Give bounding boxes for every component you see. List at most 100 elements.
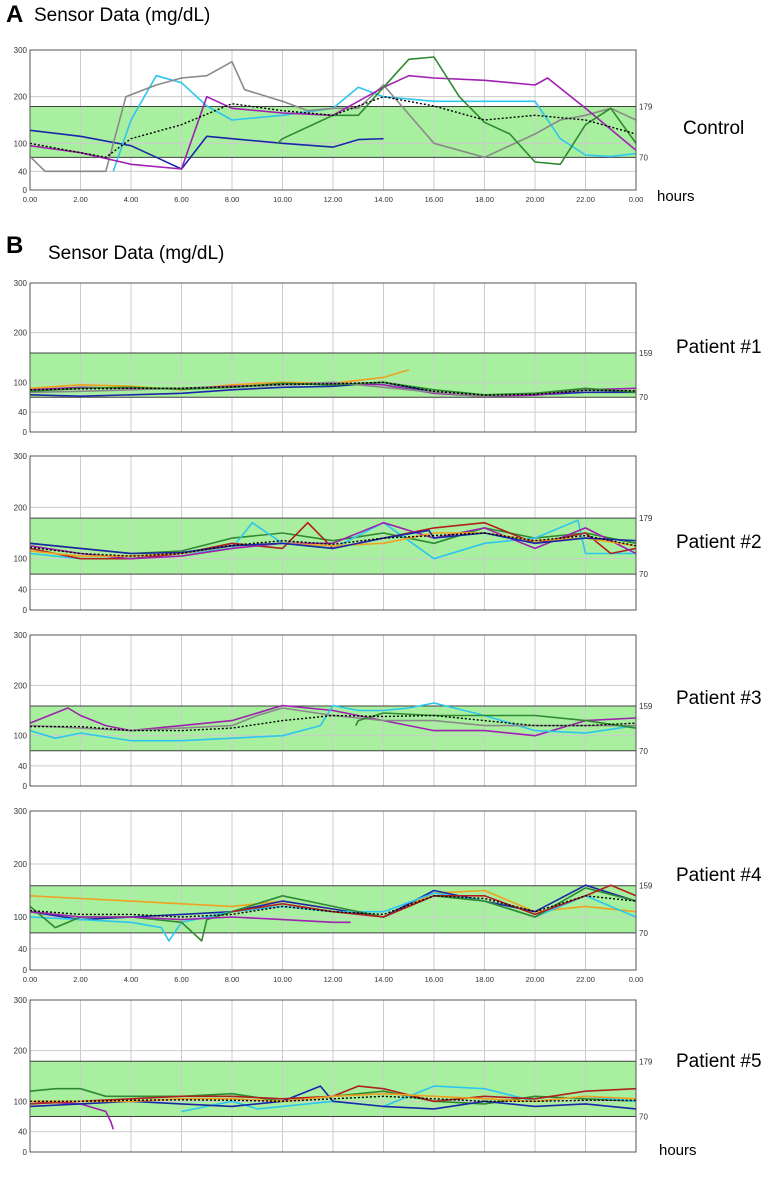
- y-tick-label: 200: [14, 93, 28, 102]
- y-tick-label: 200: [14, 329, 28, 338]
- y-tick-label: 0: [23, 782, 28, 791]
- series-line-red: [231, 884, 637, 918]
- x-tick-label: 0.00: [23, 195, 38, 204]
- x-tick-label: 0.00: [23, 975, 38, 984]
- y-tick-label: 100: [14, 139, 28, 148]
- chart-3: 0 40 100 200 300 159 70: [14, 631, 653, 791]
- x-tick-label: 6.00: [174, 195, 189, 204]
- target-range-label: 159: [639, 882, 653, 891]
- x-tick-label: 4.00: [124, 195, 139, 204]
- y-tick-label: 200: [14, 1047, 28, 1056]
- y-tick-label: 300: [14, 631, 28, 640]
- y-tick-label: 40: [18, 585, 27, 594]
- target-range-label: 179: [639, 102, 653, 111]
- target-range-label: 70: [639, 929, 648, 938]
- x-tick-label: 8.00: [225, 975, 240, 984]
- target-range-label: 70: [639, 570, 648, 579]
- y-tick-label: 200: [14, 681, 28, 690]
- x-tick-label: 14.00: [374, 975, 393, 984]
- series-line-dark_blue: [29, 529, 637, 555]
- chart-label-patient-1: Patient #1: [676, 337, 762, 358]
- plot-frame: [29, 455, 637, 611]
- plot-frame: [29, 634, 637, 787]
- mean-series-line: [29, 381, 637, 396]
- series-line-purple: [29, 704, 637, 737]
- series-line-purple: [29, 1100, 115, 1130]
- target-range-label: 179: [639, 514, 653, 523]
- x-tick-label: 20.00: [526, 975, 545, 984]
- y-tick-label: 300: [14, 996, 28, 1005]
- x-tick-label: 2.00: [73, 975, 88, 984]
- y-tick-label: 200: [14, 503, 28, 512]
- y-tick-label: 0: [23, 428, 28, 437]
- mean-series-line: [30, 1095, 636, 1103]
- target-range-label: 70: [639, 153, 648, 162]
- x-tick-label: 12.00: [324, 195, 343, 204]
- y-tick-label: 100: [14, 913, 28, 922]
- target-range-label: 70: [639, 747, 648, 756]
- x-tick-label: 10.00: [273, 975, 292, 984]
- target-range-label: 179: [639, 1057, 653, 1066]
- y-tick-label: 200: [14, 860, 28, 869]
- target-range-label: 70: [639, 1113, 648, 1122]
- series-line-purple: [29, 521, 637, 560]
- y-tick-label: 100: [14, 1097, 28, 1106]
- x-tick-label: 8.00: [225, 195, 240, 204]
- x-tick-label: 18.00: [475, 195, 494, 204]
- x-tick-label: 14.00: [374, 195, 393, 204]
- series-line-green: [29, 381, 637, 396]
- series-line-green: [354, 712, 637, 729]
- y-tick-label: 100: [14, 732, 28, 741]
- y-tick-label: 100: [14, 555, 28, 564]
- x-tick-label: 10.00: [273, 195, 292, 204]
- x-tick-label: 22.00: [576, 975, 595, 984]
- target-range-label: 159: [639, 349, 653, 358]
- x-tick-label: 18.00: [475, 975, 494, 984]
- chart-1: 0 40 100 200 300 159 70: [14, 279, 653, 437]
- mean-series-line: [29, 95, 637, 159]
- x-tick-label: 20.00: [526, 195, 545, 204]
- chart-label-patient-4: Patient #4: [676, 865, 762, 886]
- x-tick-label: 0.00: [629, 975, 644, 984]
- target-range-label: 70: [639, 393, 648, 402]
- x-tick-label: 12.00: [324, 975, 343, 984]
- x-tick-label: 2.00: [73, 195, 88, 204]
- y-tick-label: 0: [23, 606, 28, 615]
- y-tick-label: 0: [23, 966, 28, 975]
- y-tick-label: 300: [14, 46, 28, 55]
- series-line-dark_blue: [29, 1085, 637, 1110]
- y-tick-label: 40: [18, 167, 27, 176]
- y-tick-label: 300: [14, 279, 28, 288]
- series-line-red: [29, 1085, 637, 1105]
- mean-series-line: [29, 895, 637, 918]
- x-tick-label: 0.00: [629, 195, 644, 204]
- panel-a-title: Sensor Data (mg/dL): [34, 5, 211, 26]
- plot-frame: [29, 282, 637, 433]
- series-line-purple: [29, 74, 637, 170]
- y-tick-label: 300: [14, 807, 28, 816]
- mean-series-line: [30, 714, 637, 732]
- y-tick-label: 40: [18, 1128, 27, 1137]
- y-tick-label: 40: [18, 762, 27, 771]
- target-range-label: 159: [639, 702, 653, 711]
- panel-a-letter: A: [6, 1, 24, 28]
- chart-4: 0 40 100 200 300 159 70 0.00 2.00 4.00 6.00 8.00 10.…: [14, 807, 653, 984]
- y-tick-label: 100: [14, 378, 28, 387]
- x-tick-label: 16.00: [425, 195, 444, 204]
- y-tick-label: 40: [18, 945, 27, 954]
- plot-frame: [29, 999, 637, 1153]
- chart-5: 0 40 100 200 300 179 70: [14, 996, 653, 1157]
- y-tick-label: 40: [18, 408, 27, 417]
- chart-0: 0 40 100 200 300 179 70 0.00 2.00 4.00 6.00 8.00 10.…: [14, 46, 653, 204]
- series-line-purple: [29, 910, 351, 924]
- series-line-cyan: [29, 702, 637, 742]
- chart-label-patient-5: Patient #5: [676, 1051, 762, 1072]
- x-tick-label: 4.00: [124, 975, 139, 984]
- chart-label-control: Control: [683, 118, 745, 139]
- panel-b-letter: B: [6, 232, 24, 259]
- x-tick-label: 16.00: [425, 975, 444, 984]
- plot-frame: [29, 810, 637, 971]
- series-line-orange: [29, 369, 410, 391]
- y-tick-label: 0: [23, 186, 28, 195]
